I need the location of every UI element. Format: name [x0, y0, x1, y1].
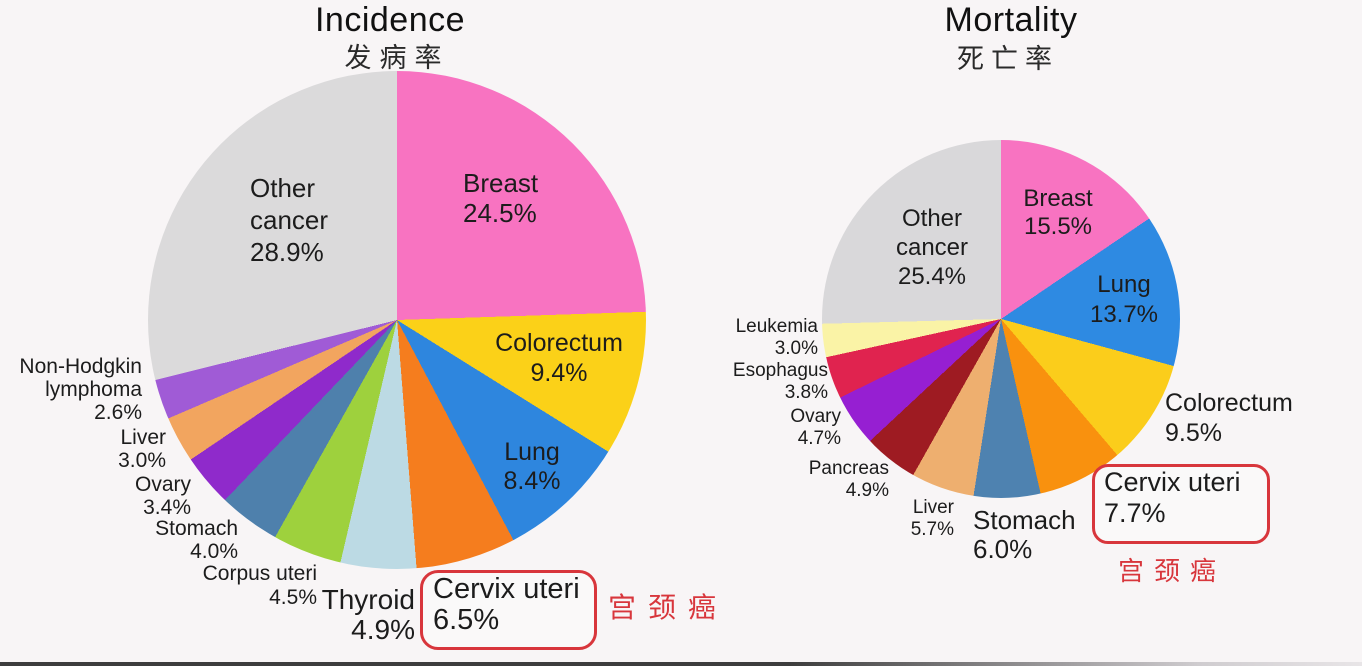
- cervix-annotation-zh: 宫颈癌: [608, 592, 729, 623]
- bottom-video-bar: [0, 662, 1362, 666]
- label-liver-m: Liver 5.7%: [910, 497, 954, 540]
- label-colorectum-m: Colorectum 9.5%: [1165, 389, 1293, 447]
- label-stomach: Stomach 4.0%: [155, 517, 238, 563]
- label-ovary: Ovary 3.4%: [134, 473, 191, 519]
- label-ovary-m: Ovary 4.7%: [790, 406, 841, 449]
- label-thyroid: Thyroid 4.9%: [321, 584, 415, 645]
- label-other-cancer: Other cancer 28.9%: [250, 173, 329, 267]
- incidence-pie: [148, 71, 646, 569]
- label-pancreas-m: Pancreas 4.9%: [808, 458, 889, 501]
- label-breast-m: Breast 15.5%: [1023, 185, 1093, 240]
- label-corpus-uteri: Corpus uteri 4.5%: [202, 562, 317, 609]
- label-breast: Breast 24.5%: [463, 168, 539, 228]
- mortality-subtitle-zh: 死亡率: [957, 44, 1059, 74]
- label-cervix-uteri: Cervix uteri 6.5%: [433, 573, 580, 636]
- label-cervix-uteri-m: Cervix uteri 7.7%: [1104, 467, 1241, 528]
- label-non-hodgkin-lymphoma: Non-Hodgkin lymphoma 2.6%: [19, 355, 142, 424]
- incidence-title: Incidence: [314, 1, 466, 39]
- label-liver: Liver 3.0%: [118, 426, 166, 472]
- cervix-uteri-callout-box: [420, 570, 597, 650]
- incidence-subtitle-zh: 发病率: [344, 43, 450, 73]
- label-colorectum: Colorectum 9.4%: [495, 329, 623, 387]
- label-lung: Lung 8.4%: [503, 438, 561, 495]
- label-leukemia-m: Leukemia 3.0%: [735, 316, 818, 359]
- cervix-uteri-callout-box-m: [1092, 464, 1270, 544]
- mortality-pie: [822, 140, 1180, 498]
- cervix-annotation-zh-m: 宫颈癌: [1118, 556, 1227, 586]
- label-other-cancer-m: Other cancer 25.4%: [895, 205, 969, 290]
- label-stomach-m: Stomach 6.0%: [973, 505, 1076, 564]
- label-lung-m: Lung 13.7%: [1089, 271, 1159, 328]
- mortality-title: Mortality: [944, 1, 1078, 39]
- label-esophagus-m: Esophagus 3.8%: [732, 360, 828, 403]
